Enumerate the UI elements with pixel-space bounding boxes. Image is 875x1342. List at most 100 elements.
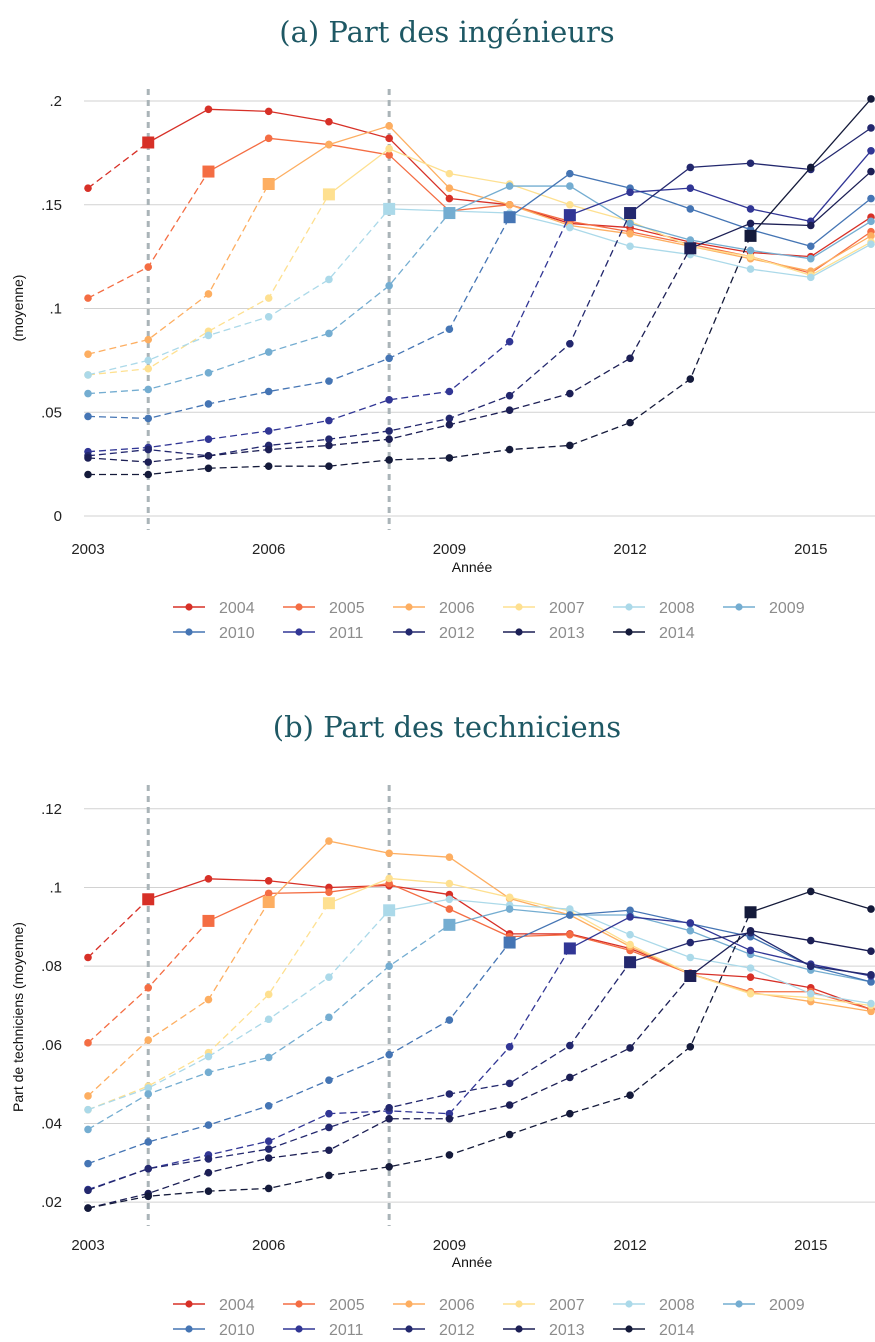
legend-label: 2013: [549, 625, 585, 642]
data-point: [867, 999, 875, 1008]
legend-item-2004: 2004: [173, 1297, 255, 1314]
legend-item-2014: 2014: [613, 1322, 695, 1339]
series-line-after: [569, 916, 872, 977]
data-point: [325, 1109, 333, 1118]
x-tick-label: 2012: [613, 541, 646, 558]
legend-label: 2012: [439, 1322, 475, 1337]
x-tick-label: 2009: [433, 541, 466, 558]
x-tick-label: 2006: [252, 1237, 285, 1254]
data-point: [84, 371, 92, 379]
panel-engineers: (a) Part des ingénieurs Année (moyenne) …: [10, 15, 875, 642]
data-point: [746, 973, 755, 981]
data-point: [626, 242, 634, 251]
legend-swatch-marker: [405, 1300, 413, 1308]
legend-label: 2007: [549, 600, 585, 617]
data-point: [867, 124, 875, 132]
series-line-before: [87, 961, 631, 1191]
series-2005: [84, 879, 875, 1047]
data-point: [867, 167, 875, 176]
series-line-before: [87, 212, 631, 457]
data-point: [144, 263, 153, 271]
data-point: [445, 853, 454, 861]
data-point: [867, 232, 875, 240]
x-tick-label: 2003: [71, 541, 104, 558]
series-line-after: [328, 877, 872, 1007]
legend-label: 2006: [439, 600, 475, 617]
data-point: [84, 1204, 92, 1212]
data-point: [566, 339, 574, 348]
data-marker-square: [503, 936, 516, 949]
data-point: [445, 1016, 454, 1024]
data-point: [505, 200, 514, 209]
data-point: [445, 414, 454, 423]
series-line-after: [569, 150, 872, 223]
data-point: [566, 389, 574, 398]
data-point: [566, 911, 574, 919]
data-point: [84, 184, 92, 192]
data-point: [445, 905, 454, 913]
data-point: [264, 387, 273, 396]
y-tick-label: .08: [41, 958, 62, 975]
y-axis-label: Part de techniciens (moyenne): [10, 922, 26, 1112]
data-point: [385, 1162, 393, 1171]
data-point: [325, 837, 333, 845]
data-point: [566, 441, 574, 450]
data-point: [84, 1125, 92, 1134]
data-point: [204, 1168, 213, 1177]
data-marker-square: [563, 942, 576, 955]
data-point: [385, 456, 393, 464]
data-point: [385, 144, 393, 153]
data-point: [264, 1145, 273, 1153]
legend-label: 2007: [549, 1297, 585, 1314]
data-point: [867, 95, 875, 103]
legend-item-2005: 2005: [283, 1297, 365, 1314]
data-point: [686, 375, 695, 383]
series-line-after: [689, 930, 872, 977]
series-line-before: [87, 208, 390, 376]
data-point: [144, 1192, 153, 1201]
data-point: [144, 445, 153, 454]
data-point: [264, 876, 273, 885]
data-marker-square: [202, 165, 215, 178]
data-point: [806, 273, 815, 282]
data-point: [746, 246, 755, 255]
legend-label: 2012: [439, 625, 475, 642]
data-point: [867, 947, 875, 955]
data-point: [626, 230, 634, 238]
data-point: [385, 134, 393, 143]
data-marker-square: [563, 209, 576, 222]
series-2009: [84, 182, 875, 398]
data-point: [867, 1007, 875, 1016]
data-point: [204, 1155, 213, 1163]
data-point: [385, 874, 393, 883]
data-point: [445, 1090, 454, 1098]
data-point: [325, 329, 333, 338]
legend-item-2010: 2010: [173, 1322, 255, 1339]
data-point: [626, 913, 634, 921]
data-point: [264, 1101, 273, 1110]
data-point: [144, 1138, 153, 1146]
series-line-before: [87, 911, 752, 1209]
data-point: [204, 290, 213, 298]
y-tick-label: .12: [41, 801, 62, 818]
legend-item-2007: 2007: [503, 1297, 585, 1314]
data-point: [144, 1090, 153, 1098]
legend-swatch-marker: [515, 1325, 523, 1333]
data-marker-square: [322, 188, 335, 201]
data-marker-square: [142, 893, 155, 906]
legend-swatch-marker: [185, 628, 193, 636]
data-point: [445, 387, 454, 396]
data-point: [686, 163, 695, 172]
data-point: [325, 1013, 333, 1022]
data-point: [806, 887, 815, 896]
data-point: [505, 1079, 514, 1088]
data-point: [84, 1092, 92, 1100]
data-point: [505, 337, 514, 346]
data-point: [686, 1042, 695, 1051]
data-point: [84, 454, 92, 462]
x-tick-label: 2015: [794, 541, 827, 558]
data-point: [325, 1076, 333, 1085]
data-point: [385, 849, 393, 858]
x-tick-label: 2003: [71, 1237, 104, 1254]
legend-label: 2013: [549, 1322, 585, 1337]
